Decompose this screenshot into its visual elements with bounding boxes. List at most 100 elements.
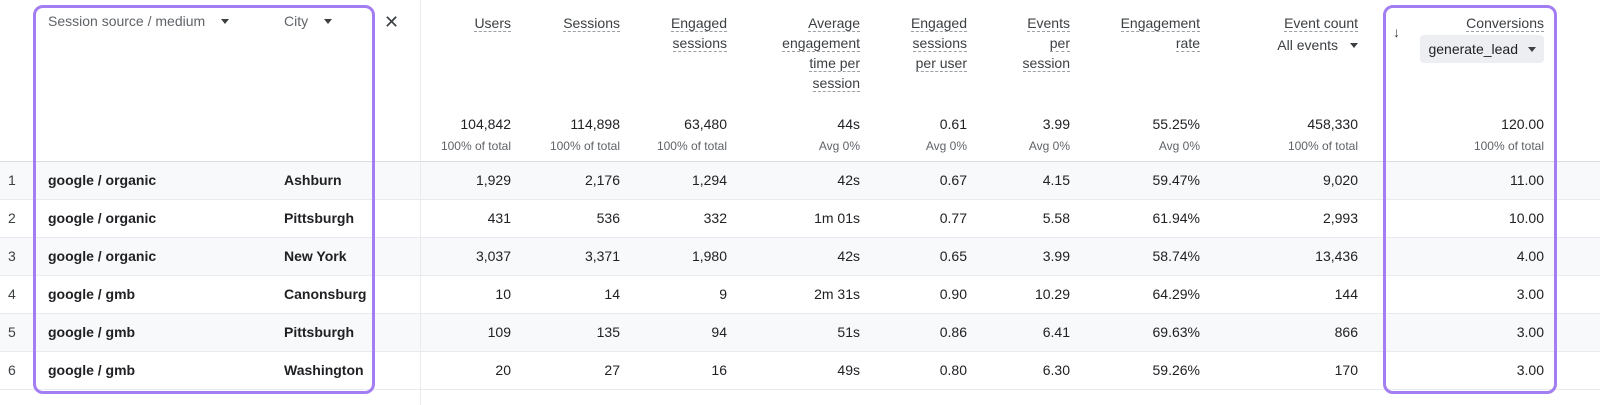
caret-down-icon <box>1350 42 1358 48</box>
table-row[interactable]: 6 google / gmb Washington 20 27 16 49s 0.80 6.30… <box>0 352 1600 390</box>
metric-header-eng_rate[interactable]: Engagement rate <box>1090 13 1200 53</box>
cell-conversions: 3.00 <box>1516 286 1544 302</box>
metric-total-sessions: 114,898 <box>570 116 620 132</box>
cell-engaged: 16 <box>711 362 727 378</box>
cell-source-medium: google / organic <box>48 172 157 188</box>
row-index: 6 <box>8 362 16 378</box>
metric-header-engaged[interactable]: Engaged sessions <box>627 13 727 53</box>
cell-sessions: 14 <box>604 286 620 302</box>
metric-label-events_per_session: per <box>1049 35 1070 52</box>
cell-conversions: 10.00 <box>1508 210 1544 226</box>
cell-events_per_session: 10.29 <box>1034 286 1070 302</box>
cell-eng_rate: 59.47% <box>1152 172 1200 188</box>
metric-header-eng_per_user[interactable]: Engaged sessions per user <box>877 13 967 73</box>
metric-total-engaged: 63,480 <box>684 116 727 132</box>
cell-city: Pittsburgh <box>284 210 354 226</box>
metric-total-pct-conversions: 100% of total <box>1473 139 1544 153</box>
metric-total-events_per_session: 3.99 <box>1042 116 1070 132</box>
cell-avg_eng: 51s <box>837 324 860 340</box>
arrow-down-icon[interactable]: ↓ <box>1393 24 1400 40</box>
conversion-event-selector[interactable]: generate_lead <box>1420 35 1544 63</box>
metric-header-events_per_session[interactable]: Events per session <box>990 13 1070 73</box>
metric-total-pct-eng_per_user: Avg 0% <box>925 139 967 153</box>
metric-header-event_count[interactable]: Event count All events <box>1218 13 1358 55</box>
cell-conversions: 11.00 <box>1510 172 1544 188</box>
event-count-selector[interactable]: All events <box>1277 35 1358 55</box>
table-row[interactable]: 3 google / organic New York 3,037 3,371 1,980… <box>0 238 1600 276</box>
row-index: 1 <box>8 172 16 188</box>
metric-total-pct-users: 100% of total <box>440 139 511 153</box>
cell-event_count: 9,020 <box>1322 172 1358 188</box>
cell-avg_eng: 42s <box>837 248 860 264</box>
metric-label-eng_per_user: sessions <box>912 35 967 52</box>
cell-eng_per_user: 0.90 <box>939 286 967 302</box>
cell-events_per_session: 4.15 <box>1042 172 1070 188</box>
metric-label-eng_per_user: Engaged <box>910 15 967 32</box>
cell-source-medium: google / organic <box>48 210 157 226</box>
cell-city: New York <box>284 248 347 264</box>
cell-event_count: 170 <box>1334 362 1358 378</box>
metric-total-pct-sessions: 100% of total <box>549 139 620 153</box>
cell-eng_rate: 58.74% <box>1152 248 1200 264</box>
cell-avg_eng: 42s <box>837 172 860 188</box>
cell-engaged: 1,980 <box>691 248 727 264</box>
dimension-source-medium-selector[interactable]: Session source / medium <box>48 13 230 29</box>
close-icon[interactable]: ✕ <box>384 12 400 32</box>
cell-sessions: 135 <box>596 324 620 340</box>
metric-header-conversions[interactable]: Conversions generate_lead <box>1394 13 1544 63</box>
dimension-city-selector[interactable]: City <box>284 13 333 29</box>
metric-total-avg_eng: 44s <box>837 116 860 132</box>
cell-engaged: 9 <box>719 286 727 302</box>
cell-avg_eng: 1m 01s <box>814 210 860 226</box>
table-header: Session source / medium City ✕ Users 104,… <box>0 0 1600 162</box>
metric-total-pct-engaged: 100% of total <box>656 139 727 153</box>
row-index: 2 <box>8 210 16 226</box>
table-row[interactable]: 5 google / gmb Pittsburgh 109 135 94 51s 0.86 6.… <box>0 314 1600 352</box>
cell-eng_per_user: 0.80 <box>939 362 967 378</box>
metric-header-sessions[interactable]: Sessions <box>530 13 620 33</box>
metric-total-users: 104,842 <box>460 116 511 132</box>
cell-events_per_session: 5.58 <box>1042 210 1070 226</box>
cell-eng_per_user: 0.77 <box>939 210 967 226</box>
table-row[interactable]: 1 google / organic Ashburn 1,929 2,176 1,294 4… <box>0 162 1600 200</box>
metric-header-avg_eng[interactable]: Average engagement time per session <box>750 13 860 93</box>
cell-city: Ashburn <box>284 172 342 188</box>
metric-label-users: Users <box>474 15 511 32</box>
table-row[interactable]: 2 google / organic Pittsburgh 431 536 332 1m 0… <box>0 200 1600 238</box>
row-index: 4 <box>8 286 16 302</box>
dimension-source-medium-label: Session source / medium <box>48 13 206 29</box>
metric-total-pct-eng_rate: Avg 0% <box>1158 139 1200 153</box>
row-index: 3 <box>8 248 16 264</box>
metric-label-avg_eng: session <box>812 75 860 92</box>
cell-eng_rate: 59.26% <box>1152 362 1200 378</box>
metric-header-users[interactable]: Users <box>421 13 511 33</box>
cell-event_count: 13,436 <box>1315 248 1358 264</box>
cell-events_per_session: 3.99 <box>1042 248 1070 264</box>
cell-city: Washington <box>284 362 364 378</box>
metric-label-events_per_session: Events <box>1027 15 1070 32</box>
cell-source-medium: google / gmb <box>48 362 136 378</box>
metric-label-avg_eng: time per <box>809 55 860 72</box>
cell-source-medium: google / gmb <box>48 286 136 302</box>
metric-label-sessions: Sessions <box>563 15 620 32</box>
cell-source-medium: google / organic <box>48 248 157 264</box>
metric-total-pct-events_per_session: Avg 0% <box>1028 139 1070 153</box>
caret-down-icon <box>324 18 333 24</box>
cell-city: Canonsburg <box>284 286 367 302</box>
cell-users: 3,037 <box>475 248 511 264</box>
cell-users: 20 <box>495 362 511 378</box>
cell-conversions: 4.00 <box>1516 248 1544 264</box>
cell-source-medium: google / gmb <box>48 324 136 340</box>
row-index: 5 <box>8 324 16 340</box>
table-row[interactable]: 4 google / gmb Canonsburg 10 14 9 2m 31s 0.90 10… <box>0 276 1600 314</box>
cell-event_count: 866 <box>1334 324 1358 340</box>
metric-total-eng_rate: 55.25% <box>1152 116 1200 132</box>
cell-eng_rate: 61.94% <box>1152 210 1200 226</box>
metric-total-eng_per_user: 0.61 <box>939 116 967 132</box>
metric-label-eng_per_user: per user <box>915 55 967 72</box>
cell-conversions: 3.00 <box>1516 324 1544 340</box>
metric-label-eng_rate: Engagement <box>1120 15 1200 32</box>
cell-users: 1,929 <box>475 172 511 188</box>
cell-avg_eng: 49s <box>837 362 860 378</box>
dimension-city-label: City <box>284 13 309 29</box>
